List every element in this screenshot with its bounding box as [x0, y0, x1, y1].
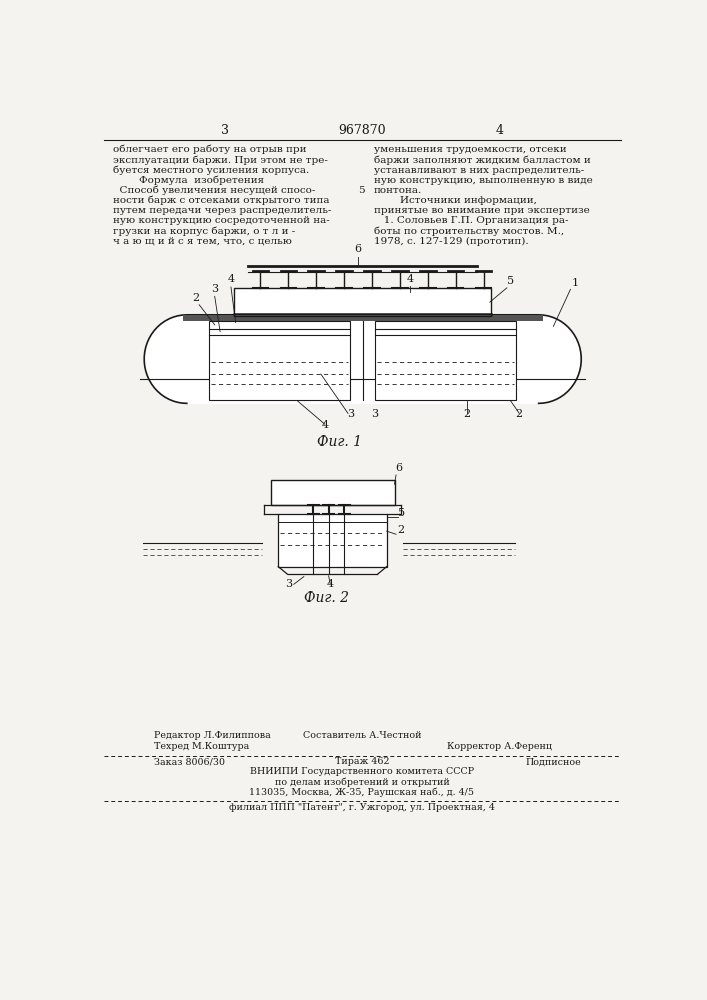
Text: уменьшения трудоемкости, отсеки: уменьшения трудоемкости, отсеки	[373, 145, 566, 154]
Text: Подписное: Подписное	[525, 757, 581, 766]
Text: 5: 5	[507, 276, 514, 286]
Bar	[271, 480, 395, 505]
Text: устанавливают в них распределитель-: устанавливают в них распределитель-	[373, 166, 584, 175]
Text: 1978, с. 127-129 (прототип).: 1978, с. 127-129 (прототип).	[373, 237, 528, 246]
Text: 2: 2	[515, 409, 523, 419]
Text: Заказ 8006/30: Заказ 8006/30	[154, 757, 226, 766]
Text: 4: 4	[321, 420, 328, 430]
Text: 4: 4	[407, 274, 414, 284]
Text: 1. Соловьев Г.П. Организация ра-: 1. Соловьев Г.П. Организация ра-	[373, 216, 568, 225]
Bar	[375, 321, 516, 400]
Bar	[279, 514, 387, 567]
Text: Способ увеличения несущей спосо-: Способ увеличения несущей спосо-	[113, 185, 315, 195]
Text: эксплуатации баржи. При этом не тре-: эксплуатации баржи. При этом не тре-	[113, 155, 328, 165]
Text: Формула  изобретения: Формула изобретения	[113, 175, 264, 185]
Bar	[209, 321, 351, 400]
Text: облегчает его работу на отрыв при: облегчает его работу на отрыв при	[113, 145, 307, 154]
Text: 2: 2	[463, 409, 470, 419]
Text: филиал ППП "Патент", г. Ужгород, ул. Проектная, 4: филиал ППП "Патент", г. Ужгород, ул. Про…	[229, 803, 495, 812]
Text: Фиг. 2: Фиг. 2	[304, 591, 349, 605]
Text: ную конструкцию, выполненную в виде: ную конструкцию, выполненную в виде	[373, 176, 592, 185]
Text: ВНИИПИ Государственного комитета СССР: ВНИИПИ Государственного комитета СССР	[250, 768, 474, 776]
Text: 6: 6	[354, 244, 362, 254]
Text: Составитель А.Честной: Составитель А.Честной	[303, 731, 421, 740]
Text: 3: 3	[211, 284, 218, 294]
Text: ч а ю щ и й с я тем, что, с целью: ч а ю щ и й с я тем, что, с целью	[113, 237, 292, 246]
Text: понтона.: понтона.	[373, 186, 422, 195]
Polygon shape	[144, 315, 581, 403]
Text: 4: 4	[327, 579, 334, 589]
Text: 4: 4	[228, 274, 235, 284]
Bar	[234, 288, 491, 316]
Text: 5: 5	[358, 186, 365, 195]
Text: 3: 3	[346, 409, 354, 419]
Text: 6: 6	[395, 463, 402, 473]
Text: 4: 4	[495, 124, 503, 137]
Text: баржи заполняют жидким балластом и: баржи заполняют жидким балластом и	[373, 155, 590, 165]
Text: ную конструкцию сосредоточенной на-: ную конструкцию сосредоточенной на-	[113, 216, 330, 225]
Text: по делам изобретений и открытий: по делам изобретений и открытий	[274, 777, 450, 787]
Text: 3: 3	[372, 409, 379, 419]
Text: 5: 5	[398, 508, 406, 518]
Text: Фиг. 1: Фиг. 1	[317, 435, 362, 449]
Text: 113035, Москва, Ж-35, Раушская наб., д. 4/5: 113035, Москва, Ж-35, Раушская наб., д. …	[250, 787, 474, 797]
Bar	[183, 315, 542, 321]
Text: принятые во внимание при экспертизе: принятые во внимание при экспертизе	[373, 206, 590, 215]
Text: Редактор Л.Филиппова: Редактор Л.Филиппова	[154, 731, 271, 740]
Text: грузки на корпус баржи, о т л и -: грузки на корпус баржи, о т л и -	[113, 226, 296, 236]
Text: 2: 2	[192, 293, 199, 303]
Text: 1: 1	[571, 278, 578, 288]
Text: 3: 3	[221, 124, 229, 137]
Text: 967870: 967870	[338, 124, 386, 137]
Text: боты по строительству мостов. М.,: боты по строительству мостов. М.,	[373, 226, 563, 236]
Text: путем передачи через распределитель-: путем передачи через распределитель-	[113, 206, 332, 215]
Text: ности барж с отсеками открытого типа: ности барж с отсеками открытого типа	[113, 196, 329, 205]
Text: Корректор А.Ференц: Корректор А.Ференц	[447, 742, 551, 751]
Text: Техред М.Коштура: Техред М.Коштура	[154, 742, 250, 751]
Text: 2: 2	[397, 525, 404, 535]
Text: 3: 3	[285, 579, 292, 589]
Text: Тираж 462: Тираж 462	[334, 757, 389, 766]
Text: буется местного усиления корпуса.: буется местного усиления корпуса.	[113, 165, 310, 175]
Text: Источники информации,: Источники информации,	[373, 196, 537, 205]
